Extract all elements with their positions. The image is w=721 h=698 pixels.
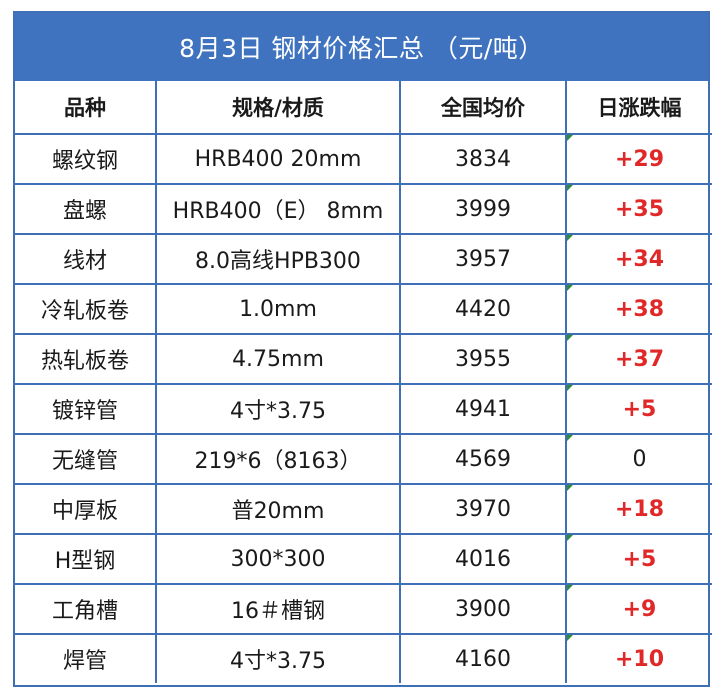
variety-cell: 螺纹钢 <box>15 133 157 185</box>
variety-cell: 中厚板 <box>15 483 157 535</box>
variety-cell: 工角槽 <box>15 583 157 635</box>
variety-cell: 线材 <box>15 233 157 285</box>
spec-cell: HRB400 20mm <box>155 133 401 185</box>
price-grid: 品种 规格/材质 全国均价 日涨跌幅 螺纹钢 HRB400 20mm 3834 +29… <box>15 81 712 683</box>
header-daily-change: 日涨跌幅 <box>565 81 712 135</box>
spec-cell: 8.0高线HPB300 <box>155 233 401 285</box>
table-row: H型钢 300*300 4016 +5 <box>15 533 712 585</box>
avg-price-cell: 4160 <box>399 633 567 683</box>
avg-price-cell: 3900 <box>399 583 567 635</box>
header-spec: 规格/材质 <box>155 81 401 135</box>
steel-price-table: 8月3日 钢材价格汇总 （元/吨） 品种 规格/材质 全国均价 日涨跌幅 螺纹钢… <box>13 11 712 687</box>
variety-cell: 无缝管 <box>15 433 157 485</box>
table-row: 盘螺 HRB400（E） 8mm 3999 +35 <box>15 183 712 235</box>
table-row: 焊管 4寸*3.75 4160 +10 <box>15 633 712 683</box>
spec-cell: HRB400（E） 8mm <box>155 183 401 235</box>
daily-change-cell: +38 <box>565 283 712 335</box>
table-row: 螺纹钢 HRB400 20mm 3834 +29 <box>15 133 712 185</box>
header-variety: 品种 <box>15 81 157 135</box>
header-row: 品种 规格/材质 全国均价 日涨跌幅 <box>15 81 712 135</box>
table-row: 镀锌管 4寸*3.75 4941 +5 <box>15 383 712 435</box>
variety-cell: H型钢 <box>15 533 157 585</box>
table-title: 8月3日 钢材价格汇总 （元/吨） <box>15 13 708 81</box>
spec-cell: 16＃槽钢 <box>155 583 401 635</box>
avg-price-cell: 3970 <box>399 483 567 535</box>
spec-cell: 4寸*3.75 <box>155 383 401 435</box>
daily-change-cell: +37 <box>565 333 712 385</box>
variety-cell: 焊管 <box>15 633 157 683</box>
spec-cell: 普20mm <box>155 483 401 535</box>
table-body: 螺纹钢 HRB400 20mm 3834 +29 盘螺 HRB400（E） 8mm 3999… <box>15 133 712 683</box>
avg-price-cell: 4016 <box>399 533 567 585</box>
avg-price-cell: 4569 <box>399 433 567 485</box>
daily-change-cell: 0 <box>565 433 712 485</box>
avg-price-cell: 3999 <box>399 183 567 235</box>
spec-cell: 1.0mm <box>155 283 401 335</box>
avg-price-cell: 4941 <box>399 383 567 435</box>
spec-cell: 4寸*3.75 <box>155 633 401 683</box>
daily-change-cell: +29 <box>565 133 712 185</box>
avg-price-cell: 3957 <box>399 233 567 285</box>
daily-change-cell: +5 <box>565 383 712 435</box>
daily-change-cell: +34 <box>565 233 712 285</box>
avg-price-cell: 4420 <box>399 283 567 335</box>
table-row: 冷轧板卷 1.0mm 4420 +38 <box>15 283 712 335</box>
spec-cell: 300*300 <box>155 533 401 585</box>
daily-change-cell: +35 <box>565 183 712 235</box>
spec-cell: 4.75mm <box>155 333 401 385</box>
table-row: 中厚板 普20mm 3970 +18 <box>15 483 712 535</box>
daily-change-cell: +5 <box>565 533 712 585</box>
variety-cell: 冷轧板卷 <box>15 283 157 335</box>
variety-cell: 盘螺 <box>15 183 157 235</box>
table-row: 热轧板卷 4.75mm 3955 +37 <box>15 333 712 385</box>
spec-cell: 219*6（8163） <box>155 433 401 485</box>
variety-cell: 热轧板卷 <box>15 333 157 385</box>
table-row: 工角槽 16＃槽钢 3900 +9 <box>15 583 712 635</box>
avg-price-cell: 3834 <box>399 133 567 185</box>
variety-cell: 镀锌管 <box>15 383 157 435</box>
table-row: 无缝管 219*6（8163） 4569 0 <box>15 433 712 485</box>
header-avg-price: 全国均价 <box>399 81 567 135</box>
daily-change-cell: +18 <box>565 483 712 535</box>
daily-change-cell: +9 <box>565 583 712 635</box>
avg-price-cell: 3955 <box>399 333 567 385</box>
daily-change-cell: +10 <box>565 633 712 683</box>
table-row: 线材 8.0高线HPB300 3957 +34 <box>15 233 712 285</box>
